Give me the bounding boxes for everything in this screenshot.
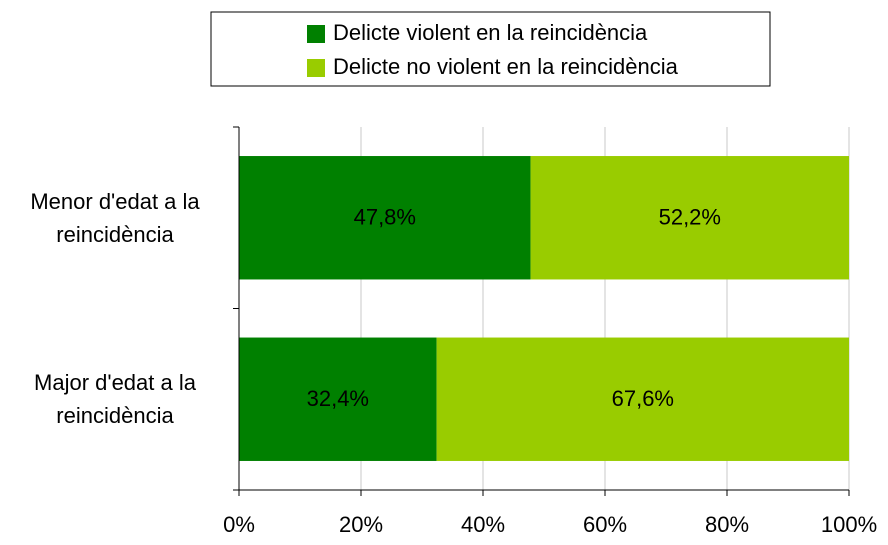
legend-box <box>210 11 771 87</box>
legend-swatch <box>307 25 325 43</box>
legend-label: Delicte no violent en la reincidència <box>333 54 679 79</box>
y-tick-label: Menor d'edat a la reincidència <box>30 188 200 247</box>
x-tick-label: 100% <box>821 512 877 537</box>
value-label: 47,8% <box>354 205 416 230</box>
y-tick-label: Major d'edat a la reincidència <box>34 370 196 429</box>
x-tick-label: 20% <box>339 512 383 537</box>
x-tick-label: 80% <box>705 512 749 537</box>
legend-swatch <box>307 59 325 77</box>
x-tick-label: 40% <box>461 512 505 537</box>
bar-segment <box>436 337 849 461</box>
value-label: 32,4% <box>307 386 369 411</box>
value-label: 52,2% <box>659 205 721 230</box>
legend-label: Delicte violent en la reincidència <box>333 20 648 45</box>
x-tick-label: 0% <box>223 512 255 537</box>
bar-segment <box>239 337 437 461</box>
x-tick-label: 60% <box>583 512 627 537</box>
bar-segment <box>530 156 849 280</box>
value-label: 67,6% <box>612 386 674 411</box>
bar-segment <box>239 156 531 280</box>
